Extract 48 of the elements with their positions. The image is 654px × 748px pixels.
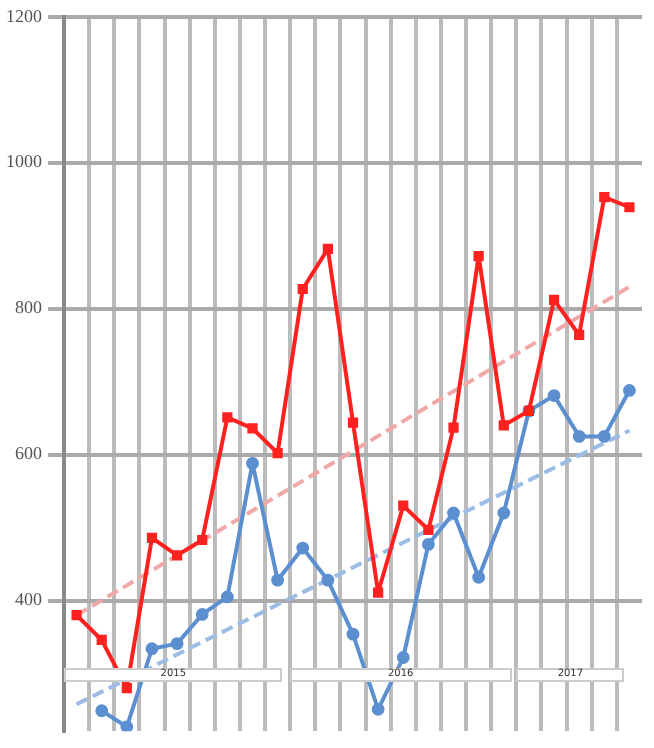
point (547, 389, 561, 402)
point (498, 420, 509, 431)
point (473, 251, 484, 262)
point (597, 429, 611, 443)
y-tick-label: 400 (15, 589, 43, 610)
point (296, 541, 310, 555)
point (71, 610, 82, 621)
point (574, 329, 585, 341)
point (497, 506, 511, 520)
point (398, 500, 409, 511)
point (346, 627, 360, 641)
point (195, 608, 209, 621)
point (599, 191, 610, 203)
point (624, 202, 635, 213)
point (271, 573, 285, 587)
point (121, 683, 132, 694)
point (297, 283, 308, 295)
point (371, 702, 385, 716)
point (447, 506, 460, 520)
point (472, 570, 486, 584)
point (95, 704, 109, 718)
point (272, 448, 283, 459)
point (448, 422, 459, 433)
y-tick-label: 800 (15, 297, 43, 318)
point (548, 294, 560, 306)
point (396, 651, 410, 664)
point (145, 642, 159, 656)
point (197, 534, 208, 546)
point (373, 587, 384, 598)
y-tick-label: 1200 (6, 5, 43, 26)
point (170, 637, 184, 651)
point (246, 456, 259, 470)
point (220, 590, 234, 604)
y-tick-label: 600 (15, 443, 43, 464)
point (247, 423, 258, 434)
point (146, 532, 158, 543)
point (321, 573, 335, 587)
point (96, 634, 107, 646)
point (423, 524, 434, 535)
point (347, 417, 359, 428)
y-tick-label: 1000 (6, 151, 43, 172)
point (222, 412, 233, 423)
point (421, 537, 435, 551)
point (120, 720, 134, 732)
point (322, 243, 333, 254)
point (623, 384, 636, 397)
point (171, 550, 183, 561)
point (572, 429, 586, 443)
